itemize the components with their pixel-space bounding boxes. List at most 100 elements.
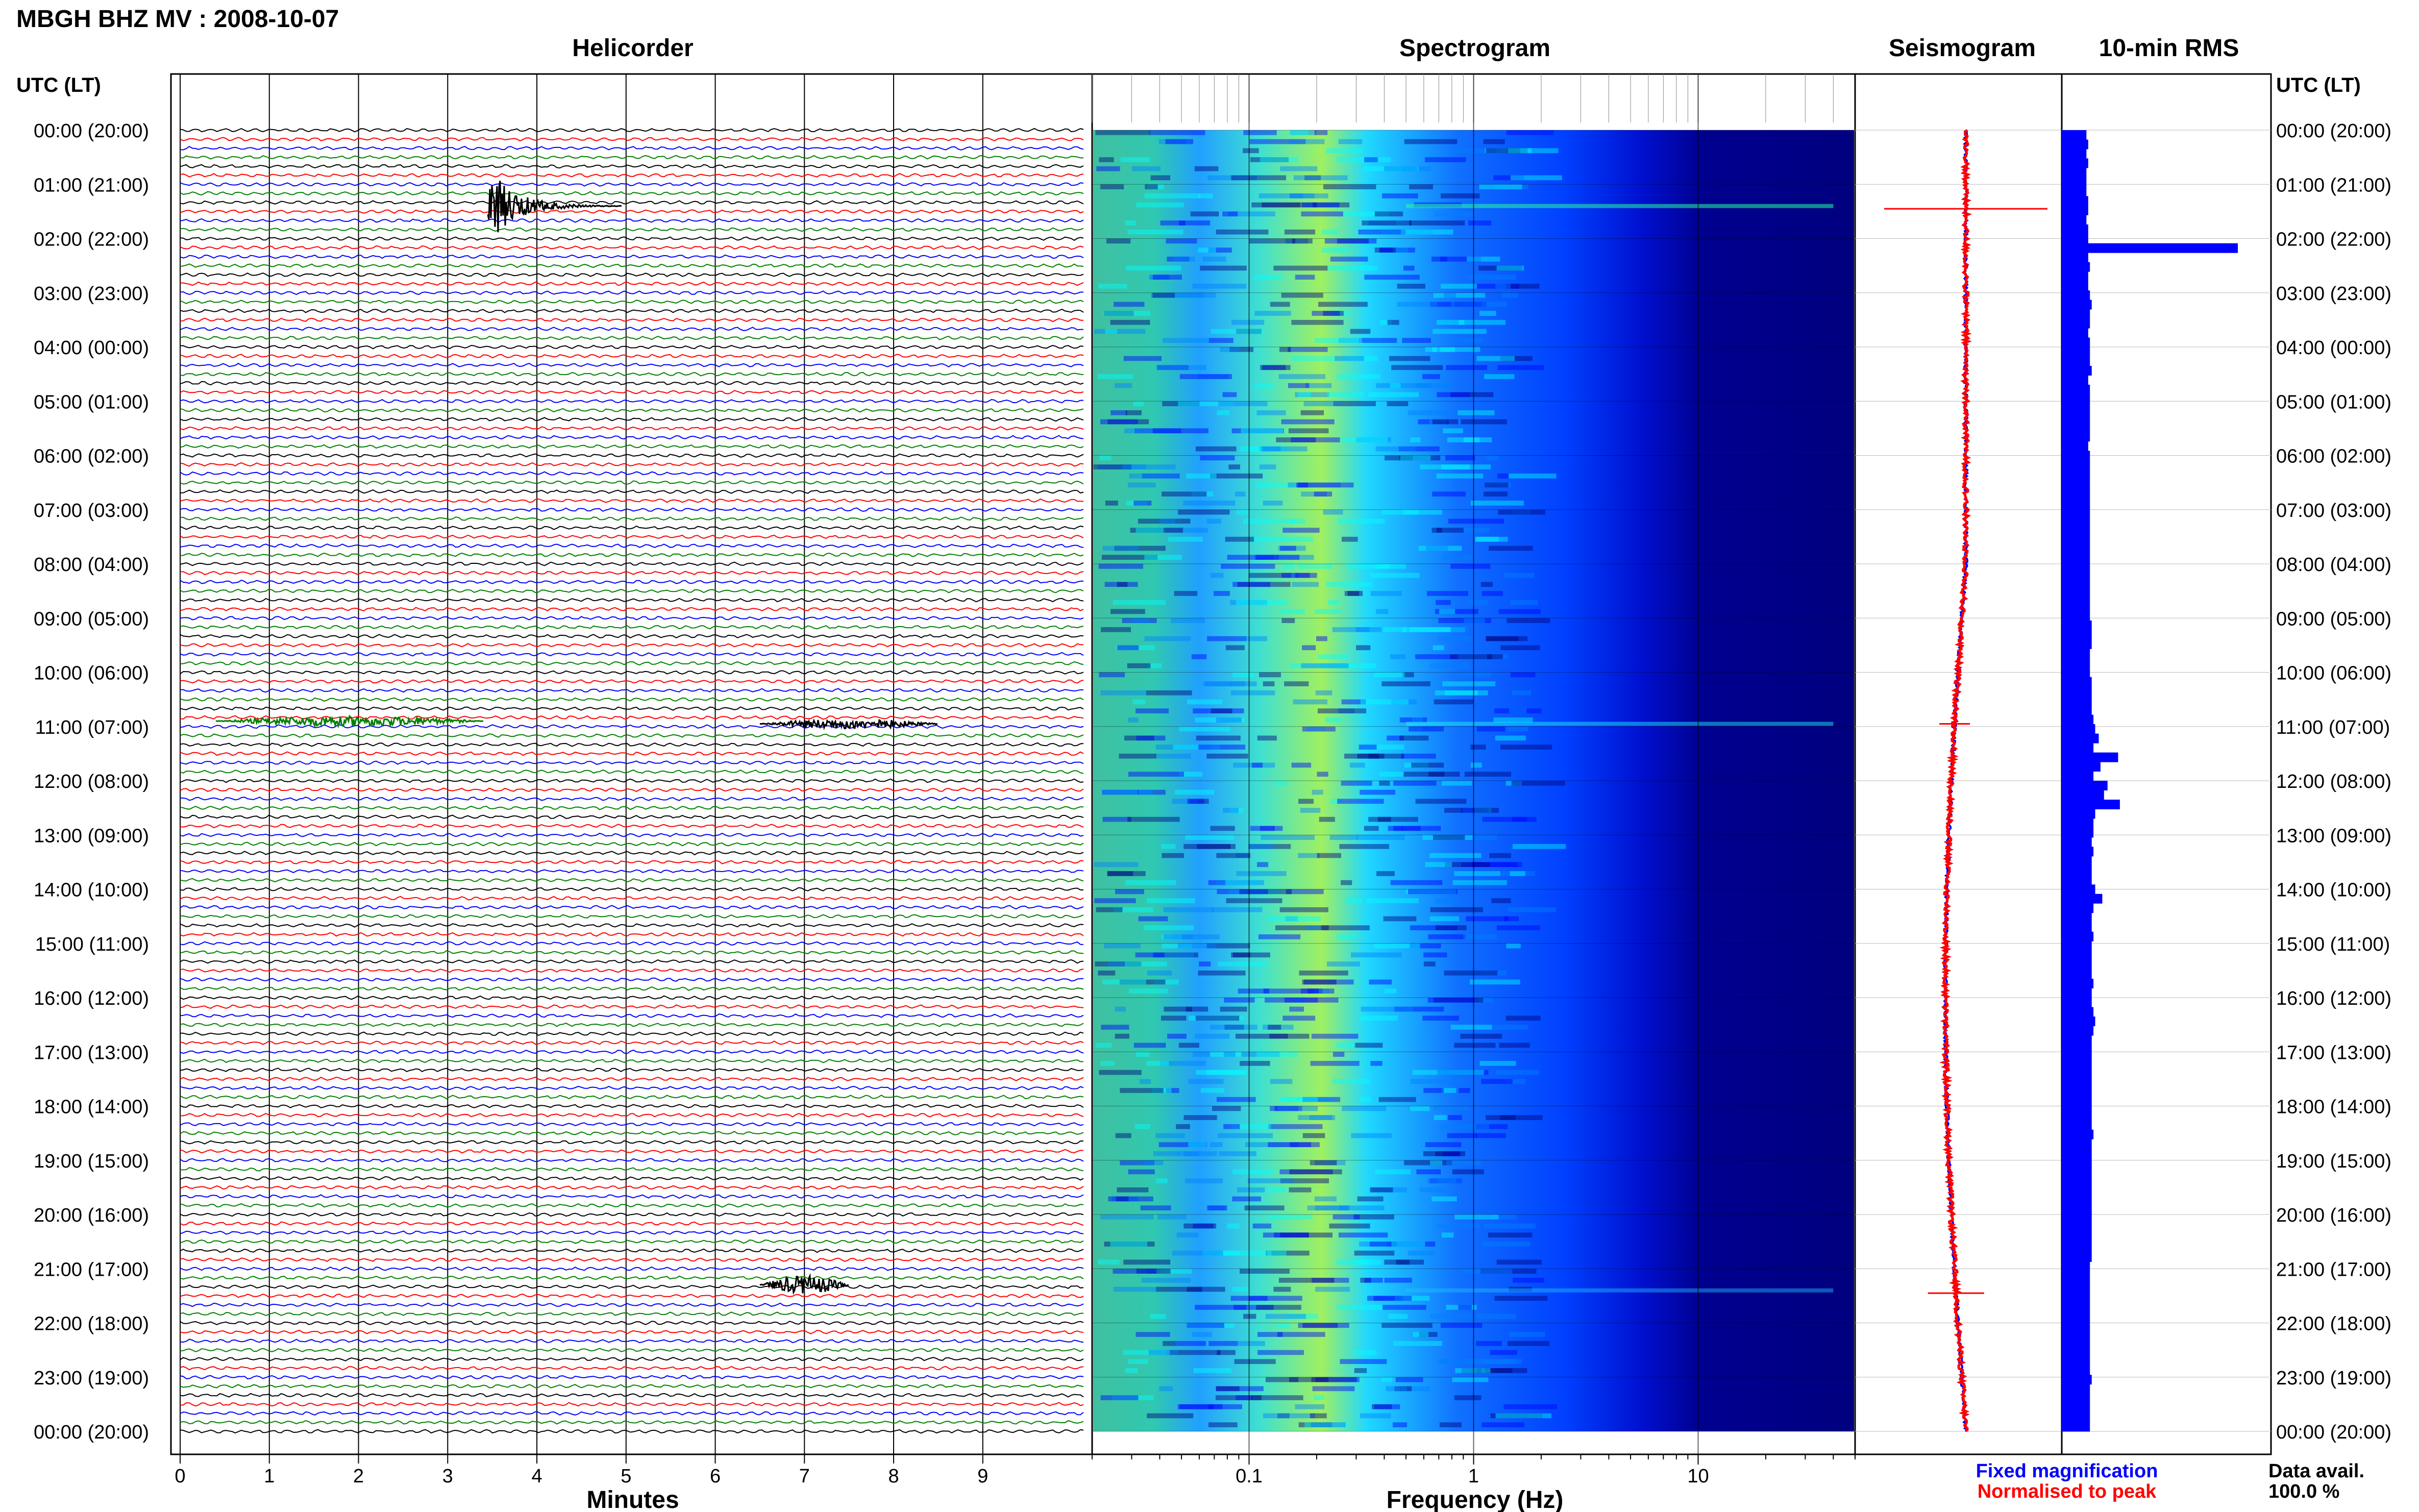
spectrogram-streak: [1302, 726, 1336, 732]
helicorder-trace: [180, 1393, 1084, 1398]
helicorder-trace: [180, 679, 1084, 684]
spectrogram-streak: [1354, 1368, 1367, 1373]
spectrogram-streak: [1266, 1377, 1299, 1382]
spectrogram-streak: [1373, 1296, 1402, 1301]
spectrogram-streak: [1128, 988, 1168, 994]
spectrogram-streak: [1261, 835, 1315, 840]
spectrogram-streak: [1193, 1368, 1231, 1373]
spectrogram-streak: [1122, 464, 1176, 469]
spectrogram-streak: [1315, 1205, 1350, 1210]
spectrogram-streak: [1393, 781, 1437, 786]
spectrogram-streak: [1510, 871, 1525, 876]
rms-bar: [2062, 366, 2092, 376]
rms-bar: [2062, 1177, 2092, 1187]
spectrogram-streak: [1313, 1395, 1324, 1400]
spectrogram-streak: [1158, 1142, 1207, 1147]
spectrogram-streak: [1446, 365, 1487, 370]
spectrogram-streak: [1498, 509, 1546, 515]
spectrogram-streak: [1409, 627, 1465, 632]
spectrogram-streak: [1359, 1015, 1398, 1021]
rms-bar: [2062, 1101, 2092, 1111]
spectrogram-streak: [1424, 157, 1466, 162]
rms-bar: [2062, 998, 2092, 1007]
spectrogram-streak: [1479, 311, 1496, 316]
spectrogram-streak: [1390, 880, 1443, 885]
spectrogram-streak: [1509, 708, 1527, 713]
spectrogram-streak: [1207, 636, 1247, 641]
spectrogram-streak: [1433, 1106, 1469, 1111]
rms-bar: [2062, 130, 2087, 140]
spectrogram-streak: [1345, 898, 1363, 903]
helicorder-trace: [180, 670, 1084, 675]
spectrogram-streak: [1250, 826, 1283, 831]
rms-bar: [2062, 1337, 2090, 1347]
spectrogram-streak: [1448, 518, 1504, 524]
spectrogram-streak: [1136, 735, 1166, 741]
spectrogram-streak: [1388, 826, 1403, 831]
spectrogram-streak: [1097, 1259, 1120, 1265]
spectrogram-streak: [1225, 536, 1254, 542]
rms-bar: [2062, 432, 2090, 442]
helicorder-trace: [180, 571, 1084, 576]
rms-bar: [2062, 1233, 2092, 1243]
spectrogram-streak: [1237, 582, 1291, 587]
data-avail-value: 100.0 %: [2268, 1481, 2339, 1502]
spectrogram-streak: [1252, 1223, 1272, 1229]
spectrogram-streak: [1255, 555, 1300, 560]
spectrogram-streak: [1466, 600, 1488, 605]
spectrogram-streak: [1338, 338, 1381, 343]
helicorder-trace: [180, 1139, 1084, 1145]
time-label-left: 09:00 (05:00): [34, 608, 149, 630]
spectrogram-streak: [1218, 961, 1268, 966]
rms-bar: [2062, 224, 2088, 234]
spectrogram-streak: [1101, 789, 1153, 795]
spectrogram-streak: [1379, 247, 1393, 253]
spectrogram-streak: [1287, 573, 1299, 578]
rms-title: 10-min RMS: [2099, 35, 2239, 62]
spectrogram-streak: [1198, 745, 1246, 750]
spectrogram-streak: [1117, 1187, 1149, 1193]
spectrogram-streak: [1152, 428, 1208, 434]
spectrogram-streak: [1153, 275, 1182, 280]
spectrogram-streak: [1206, 943, 1250, 949]
spectrogram-streak: [1381, 681, 1430, 686]
spectrogram-streak: [1398, 446, 1440, 452]
spectrogram-streak: [1326, 148, 1363, 154]
spectrogram-streak: [1350, 329, 1371, 334]
spectrogram-streak: [1288, 383, 1310, 388]
rms-bar: [2062, 1148, 2092, 1158]
spectrogram-streak: [1279, 907, 1328, 912]
helicorder-trace: [180, 1158, 1084, 1163]
rms-bar: [2062, 290, 2090, 301]
spectrogram-streak: [1268, 1025, 1281, 1030]
helicorder-trace: [180, 137, 1084, 142]
spectrogram-streak: [1325, 717, 1342, 723]
rms-bar: [2062, 422, 2090, 432]
spectrogram-streak: [1440, 256, 1481, 262]
helicorder-trace: [180, 977, 1084, 982]
time-label-left: 01:00 (21:00): [34, 175, 149, 196]
spectrogram-streak: [1395, 1377, 1423, 1382]
spectrogram-streak: [1219, 1250, 1272, 1256]
spectrogram-streak: [1459, 319, 1506, 325]
helicorder-trace: [180, 1013, 1084, 1018]
data-avail-label: Data avail.: [2268, 1460, 2364, 1482]
spectrogram-streak: [1436, 319, 1465, 325]
spectrogram-streak: [1108, 1196, 1153, 1202]
rms-bar: [2062, 262, 2090, 272]
spectrogram-streak: [1263, 501, 1283, 506]
spectrogram-streak: [1128, 1169, 1155, 1175]
spectrogram-streak: [1230, 690, 1275, 696]
spectrogram-streak: [1385, 1296, 1404, 1301]
rms-bar: [2062, 573, 2090, 583]
spectrogram-streak: [1378, 1097, 1416, 1102]
spectrogram-streak: [1227, 555, 1279, 560]
rms-bar: [2062, 837, 2092, 847]
helicorder-trace: [180, 290, 1084, 295]
spectrogram-streak: [1288, 347, 1328, 352]
spectrogram-streak: [1423, 1088, 1444, 1093]
rms-bar: [2062, 1205, 2092, 1215]
spectrogram-streak: [1364, 826, 1379, 831]
spectrogram-streak: [1270, 1079, 1293, 1084]
spectrogram-streak: [1437, 1178, 1461, 1183]
